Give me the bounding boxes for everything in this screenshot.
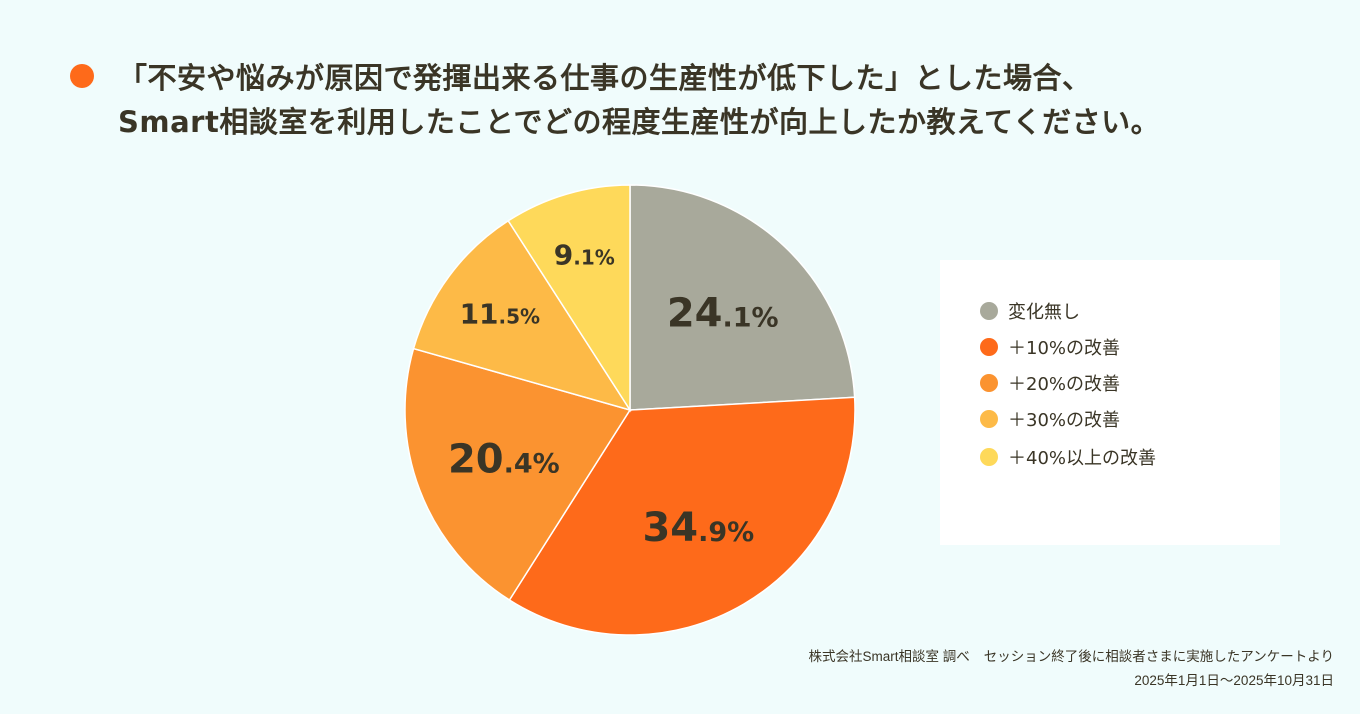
legend-label: ＋10%の改善 (1008, 338, 1121, 359)
legend-swatch (980, 448, 998, 466)
chart-title: 「不安や悩みが原因で発揮出来る仕事の生産性が低下した」とした場合、 Smart相… (118, 56, 1160, 144)
legend-item: 変化無し (980, 298, 1080, 324)
legend-label: ＋20%の改善 (1008, 374, 1121, 395)
slice-label: 24.1% (667, 290, 779, 336)
legend-swatch (980, 338, 998, 356)
legend-label: ＋40%以上の改善 (1008, 448, 1157, 469)
legend-label: ＋30%の改善 (1008, 410, 1121, 431)
source-survey: セッション終了後に相談者さまに実施したアンケートより (983, 649, 1334, 664)
legend-swatch (980, 410, 998, 428)
pie-slice (507, 184, 631, 413)
legend-item: ＋40%以上の改善 (980, 444, 1156, 470)
legend-item: ＋30%の改善 (980, 406, 1120, 432)
source-company: 株式会社Smart相談室 調べ (808, 649, 970, 664)
title-line-2: Smart相談室を利用したことでどの程度生産性が向上したか教えてください。 (118, 105, 1161, 139)
pie-slice (404, 347, 632, 602)
slice-label: 20.4% (448, 437, 560, 483)
title-line-1: 「不安や悩みが原因で発揮出来る仕事の生産性が低下した」とした場合、 (118, 61, 1092, 95)
legend-item: ＋20%の改善 (980, 370, 1120, 396)
title-bullet-icon (70, 64, 94, 88)
legend-label: 変化無し (1008, 302, 1080, 323)
legend-swatch (980, 302, 998, 320)
pie-slice (629, 184, 856, 411)
slice-label: 9.1% (554, 239, 615, 272)
source-period: 2025年1月1日〜2025年10月31日 (1134, 673, 1334, 688)
legend-item: ＋10%の改善 (980, 334, 1120, 360)
source-note: 株式会社Smart相談室 調べ セッション終了後に相談者さまに実施したアンケートよ… (795, 645, 1334, 693)
slice-label: 34.9% (642, 505, 754, 551)
slice-label: 11.5% (460, 298, 541, 331)
legend-swatch (980, 374, 998, 392)
legend: 変化無し ＋10%の改善 ＋20%の改善 ＋30%の改善 ＋40%以上の改善 (940, 260, 1280, 545)
pie-slice (412, 219, 632, 412)
pie-slice (508, 396, 856, 636)
